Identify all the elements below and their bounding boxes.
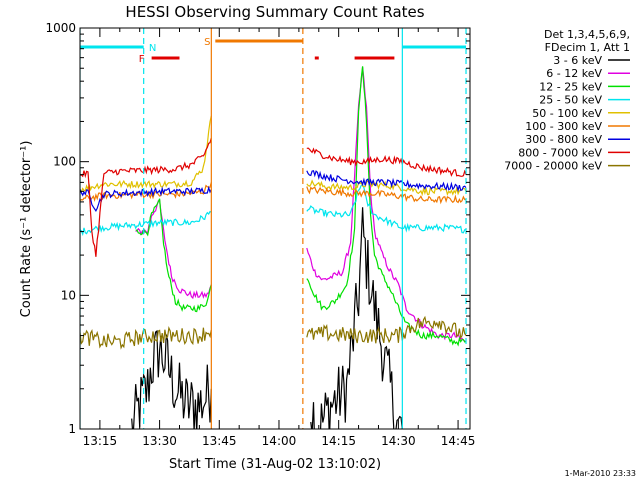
series-line-8-seg-1 (306, 315, 467, 344)
legend-label-3: 25 - 50 keV (539, 94, 602, 107)
series-line-1-seg-0 (135, 199, 212, 300)
series-line-3-seg-0 (80, 210, 212, 237)
x-tick-label: 13:15 (83, 434, 118, 448)
legend-label-5: 100 - 300 keV (525, 120, 602, 133)
legend-label-2: 12 - 25 keV (539, 80, 602, 93)
legend-label-0: 3 - 6 keV (553, 54, 602, 67)
series-line-2-seg-1 (306, 66, 467, 347)
x-tick-label: 14:45 (441, 434, 476, 448)
footer-timestamp: 1-Mar-2010 23:33 (565, 469, 636, 478)
legend-label-1: 6 - 12 keV (546, 67, 602, 80)
series-line-0-seg-0 (131, 329, 212, 429)
series-line-7-seg-0 (80, 137, 212, 257)
series-line-6-seg-0 (80, 185, 212, 212)
series-line-8-seg-0 (80, 326, 212, 350)
series-line-0-seg-1 (310, 207, 403, 429)
legend-label-6: 300 - 800 keV (525, 133, 602, 146)
flag-label-N: N (149, 43, 156, 54)
series-line-3-seg-1 (306, 184, 466, 234)
x-tick-label: 14:15 (321, 434, 356, 448)
series-line-6-seg-1 (306, 170, 467, 193)
x-tick-label: 14:30 (381, 434, 416, 448)
x-tick-label: 14:00 (262, 434, 297, 448)
y-tick-label: 1 (68, 422, 76, 436)
legend-header-line: FDecim 1, Att 1 (545, 41, 630, 54)
legend-header-line: Det 1,3,4,5,6,9, (544, 28, 630, 41)
legend: Det 1,3,4,5,6,9,FDecim 1, Att 13 - 6 keV… (504, 28, 630, 173)
x-tick-label: 13:45 (202, 434, 237, 448)
y-tick-label: 10 (61, 288, 76, 302)
series-line-5-seg-1 (306, 186, 467, 205)
y-tick-label: 100 (53, 155, 76, 169)
y-axis-label: Count Rate (s⁻¹ detector⁻¹) (19, 141, 34, 318)
x-axis-label: Start Time (31-Aug-02 13:10:02) (169, 457, 381, 472)
plot-frame (79, 27, 471, 430)
legend-label-8: 7000 - 20000 keV (504, 160, 602, 173)
series-line-1-seg-1 (306, 67, 467, 343)
flag-label-S: S (204, 37, 210, 48)
chart-title: HESSI Observing Summary Count Rates (125, 3, 424, 21)
y-tick-label: 1000 (45, 21, 76, 35)
series-line-2-seg-0 (135, 198, 212, 313)
series-line-4-seg-0 (80, 115, 212, 194)
legend-label-4: 50 - 100 keV (532, 107, 602, 120)
series-line-7-seg-1 (306, 147, 467, 177)
legend-label-7: 800 - 7000 keV (518, 146, 602, 159)
flag-label-F: F (139, 54, 145, 65)
x-tick-label: 13:30 (142, 434, 177, 448)
